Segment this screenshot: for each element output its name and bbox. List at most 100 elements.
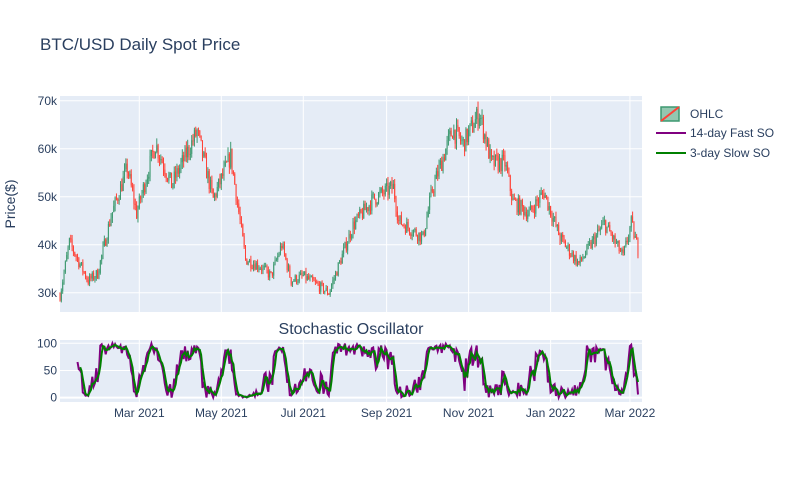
legend-item-slow-so[interactable]: 3-day Slow SO (656, 146, 770, 160)
candle-body (188, 146, 190, 155)
candle-body (306, 276, 308, 280)
candle-body (297, 281, 299, 283)
candle-body (540, 192, 542, 195)
oscillator-series[interactable] (76, 339, 639, 402)
candle-body (115, 197, 117, 199)
candle-body (226, 161, 228, 163)
candle-body (171, 172, 173, 189)
candle-body (399, 215, 401, 221)
candle-body (177, 168, 179, 174)
candle-body (149, 155, 151, 177)
candle-body (191, 140, 193, 154)
candle-body (574, 255, 576, 262)
candle-body (76, 257, 78, 259)
candle-body (199, 130, 201, 136)
candle-body (227, 154, 229, 162)
candle-body (192, 140, 194, 142)
candle-body (450, 130, 452, 137)
candle-body (255, 262, 257, 270)
candle-body (465, 128, 467, 152)
candle-body (211, 180, 213, 189)
candle-body (267, 269, 269, 278)
candle-body (132, 185, 134, 191)
candle-body (625, 240, 627, 247)
candle-body (71, 239, 73, 247)
candlestick-series[interactable] (59, 101, 639, 303)
candle-body (129, 174, 131, 177)
candle-body (505, 165, 507, 167)
candle-body (224, 161, 226, 166)
candle-body (548, 206, 550, 210)
x-tick-label: Nov 2021 (443, 406, 495, 420)
candle-body (234, 173, 236, 185)
candle-body (341, 253, 343, 264)
candle-body (145, 184, 147, 193)
candle-body (365, 207, 367, 211)
price-plot-background[interactable] (60, 96, 642, 312)
candle-body (431, 189, 433, 192)
candle-body (571, 252, 573, 256)
candle-body (158, 158, 160, 160)
candle-body (168, 175, 170, 181)
candle-body (318, 284, 320, 292)
candle-body (266, 265, 268, 270)
legend-item-fast-so[interactable]: 14-day Fast SO (656, 126, 774, 140)
candle-body (332, 280, 334, 286)
price-y-tick-label: 60k (38, 142, 58, 156)
candle-body (394, 183, 396, 200)
candle-body (106, 240, 108, 246)
candle-body (292, 281, 294, 285)
candle-body (184, 147, 186, 161)
candle-body (270, 271, 272, 273)
candle-body (111, 212, 113, 218)
candle-body (603, 220, 605, 222)
candle-body (325, 288, 327, 291)
candle-body (474, 119, 476, 128)
legend-item-ohlc[interactable]: OHLC (660, 106, 724, 122)
candle-body (279, 246, 281, 255)
candle-body (632, 216, 634, 222)
candle-body (610, 231, 612, 235)
candle-body (285, 253, 287, 260)
candle-body (87, 279, 89, 284)
candle-body (322, 283, 324, 293)
candle-body (517, 197, 519, 213)
candle-body (343, 247, 345, 254)
candle-body (516, 199, 518, 213)
candle-body (392, 183, 394, 190)
candle-body (98, 272, 100, 279)
candle-body (287, 266, 289, 270)
candle-body (403, 224, 405, 227)
candle-body (508, 172, 510, 176)
candle-body (367, 207, 369, 211)
candle-body (480, 118, 482, 120)
candle-body (407, 221, 409, 229)
candle-body (582, 258, 584, 260)
candle-body (114, 197, 116, 206)
chart-title: BTC/USD Daily Spot Price (40, 35, 240, 54)
candle-body (337, 262, 339, 276)
candle-body (185, 147, 187, 158)
candle-body (492, 156, 494, 158)
candle-body (408, 228, 410, 234)
candle-body (316, 281, 318, 283)
candle-body (289, 266, 291, 278)
slow-so-line (79, 343, 639, 398)
candle-body (172, 183, 174, 189)
candle-body (263, 266, 265, 268)
candle-body (380, 188, 382, 192)
candle-body (232, 171, 234, 174)
candle-body (321, 282, 323, 284)
candle-body (521, 200, 523, 207)
candle-body (78, 258, 80, 268)
candle-body (554, 217, 556, 219)
x-tick-label: Jul 2021 (281, 406, 327, 420)
candle-body (538, 201, 540, 203)
candle-body (357, 214, 359, 216)
candle-body (482, 116, 484, 140)
candle-body (249, 259, 251, 263)
candle-body (473, 127, 475, 133)
candle-body (281, 246, 283, 249)
candle-body (404, 226, 406, 233)
candle-body (74, 252, 76, 256)
